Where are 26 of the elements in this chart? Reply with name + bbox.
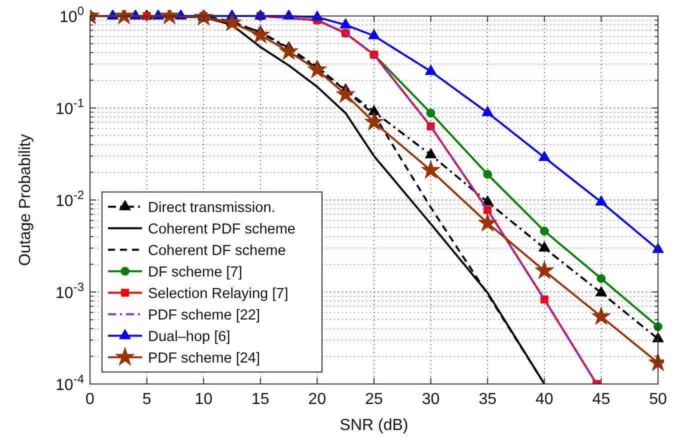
x-tick-label: 15 <box>252 391 270 408</box>
x-tick-label: 0 <box>86 391 95 408</box>
x-tick-label: 20 <box>308 391 326 408</box>
legend-label: PDF scheme [24] <box>148 350 260 366</box>
legend-label: Selection Relaying [7] <box>148 286 288 302</box>
x-axis-title: SNR (dB) <box>340 417 408 434</box>
legend-label: Coherent PDF scheme <box>148 221 296 238</box>
y-tick-label: 10$^{-2}$ <box>56 188 84 210</box>
legend-label: Coherent DF scheme <box>148 242 286 259</box>
y-tick-label: 10$^{-4}$ <box>56 372 84 394</box>
legend-label: Dual–hop [6] <box>148 328 230 345</box>
x-tick-label: 40 <box>536 391 554 408</box>
y-tick-label: 10$^{-1}$ <box>56 96 84 118</box>
x-tick-label: 30 <box>422 391 440 408</box>
x-tick-label: 10 <box>194 391 213 408</box>
x-tick-label: 50 <box>649 391 667 408</box>
y-axis-title: Outage Probability <box>17 134 34 266</box>
x-tick-label: 25 <box>365 391 383 408</box>
legend-label: Direct transmission. <box>148 200 276 216</box>
x-tick-label: 35 <box>478 391 497 408</box>
x-tick-label: 5 <box>142 391 152 408</box>
y-tick-label: 10$^{0}$ <box>60 4 84 26</box>
legend-label: PDF scheme [22] <box>148 307 260 324</box>
x-tick-label: 45 <box>592 391 610 408</box>
legend-label: DF scheme [7] <box>148 264 242 280</box>
y-tick-label: 10$^{-3}$ <box>56 280 84 302</box>
